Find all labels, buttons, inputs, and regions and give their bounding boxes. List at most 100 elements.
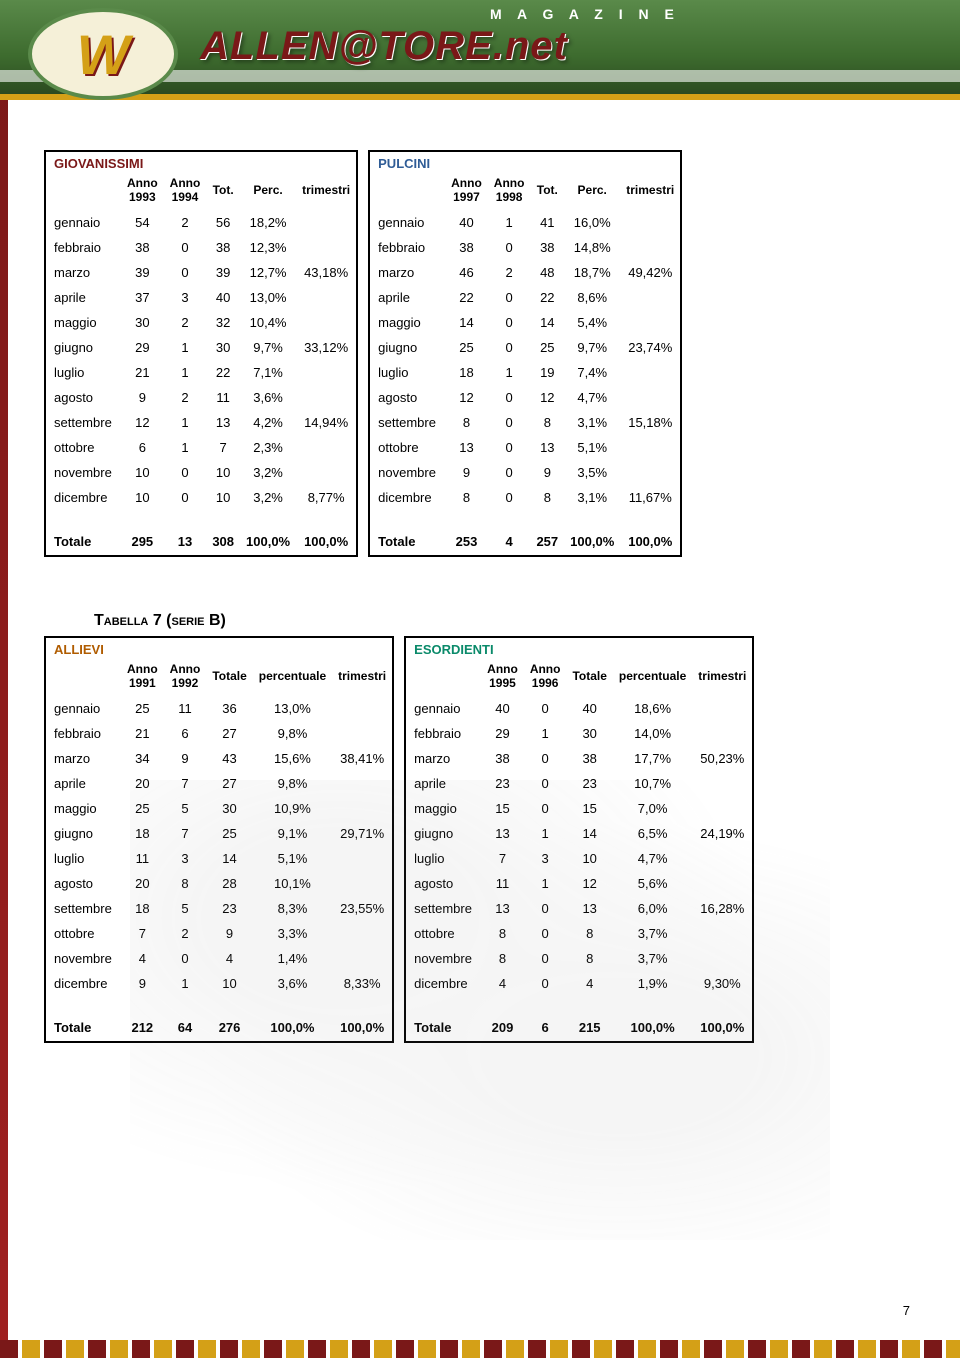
- value-cell: 10: [121, 485, 164, 510]
- total-row: Totale2534257100,0%100,0%: [369, 528, 681, 556]
- month-cell: maggio: [369, 310, 445, 335]
- value-cell: 0: [488, 410, 531, 435]
- table-row: febbraio2913014,0%: [405, 721, 753, 746]
- value-cell: 6: [121, 435, 164, 460]
- value-cell: 4: [121, 946, 164, 971]
- value-cell: 8: [566, 946, 612, 971]
- table-title: ESORDIENTI: [405, 637, 753, 657]
- month-cell: ottobre: [405, 921, 481, 946]
- value-cell: 54: [121, 210, 164, 235]
- total-value: 209: [481, 1014, 524, 1042]
- value-cell: [692, 946, 753, 971]
- value-cell: 15,6%: [253, 746, 332, 771]
- table-row: marzo3803817,7%50,23%: [405, 746, 753, 771]
- month-cell: settembre: [45, 410, 121, 435]
- value-cell: 39: [121, 260, 164, 285]
- value-cell: [692, 846, 753, 871]
- table-row: dicembre8083,1%11,67%: [369, 485, 681, 510]
- value-cell: 5,1%: [564, 435, 620, 460]
- value-cell: 4: [566, 971, 612, 996]
- value-cell: 0: [524, 696, 567, 721]
- table-row: luglio73104,7%: [405, 846, 753, 871]
- value-cell: 1: [488, 360, 531, 385]
- table-row: dicembre4041,9%9,30%: [405, 971, 753, 996]
- month-cell: gennaio: [45, 210, 121, 235]
- total-value: 100,0%: [620, 528, 681, 556]
- total-row: Totale2096215100,0%100,0%: [405, 1014, 753, 1042]
- month-cell: febbraio: [45, 721, 121, 746]
- value-cell: 40: [206, 285, 240, 310]
- month-cell: giugno: [45, 335, 121, 360]
- table-row: aprile207279,8%: [45, 771, 393, 796]
- value-cell: 10: [206, 971, 252, 996]
- value-cell: 13: [566, 896, 612, 921]
- table-row: gennaio4004018,6%: [405, 696, 753, 721]
- value-cell: [692, 721, 753, 746]
- value-cell: 8,3%: [253, 896, 332, 921]
- value-cell: 1,4%: [253, 946, 332, 971]
- value-cell: 0: [488, 335, 531, 360]
- month-cell: agosto: [45, 385, 121, 410]
- value-cell: 0: [524, 746, 567, 771]
- value-cell: 7: [481, 846, 524, 871]
- month-cell: novembre: [369, 460, 445, 485]
- value-cell: 8: [481, 946, 524, 971]
- value-cell: [620, 385, 681, 410]
- month-cell: novembre: [45, 460, 121, 485]
- table-pair-2: ALLIEVIAnno1991Anno1992Totalepercentuale…: [44, 636, 916, 1043]
- value-cell: 29,71%: [332, 821, 393, 846]
- value-cell: 1: [164, 335, 207, 360]
- value-cell: 2: [164, 385, 207, 410]
- month-cell: febbraio: [405, 721, 481, 746]
- table-row: novembre8083,7%: [405, 946, 753, 971]
- value-cell: 13: [206, 410, 240, 435]
- month-cell: agosto: [45, 871, 121, 896]
- month-cell: ottobre: [369, 435, 445, 460]
- total-value: 257: [530, 528, 564, 556]
- value-cell: [296, 360, 357, 385]
- value-cell: 40: [445, 210, 488, 235]
- month-cell: luglio: [45, 846, 121, 871]
- table-title: PULCINI: [369, 151, 681, 171]
- value-cell: 1: [164, 360, 207, 385]
- value-cell: 2: [488, 260, 531, 285]
- value-cell: 38: [566, 746, 612, 771]
- total-value: 100,0%: [296, 528, 357, 556]
- value-cell: 10,4%: [240, 310, 296, 335]
- table-row: settembre130136,0%16,28%: [405, 896, 753, 921]
- value-cell: 1: [524, 871, 567, 896]
- value-cell: 22: [445, 285, 488, 310]
- value-cell: 14,94%: [296, 410, 357, 435]
- value-cell: 38: [206, 235, 240, 260]
- value-cell: 5,4%: [564, 310, 620, 335]
- value-cell: 0: [524, 921, 567, 946]
- month-cell: dicembre: [405, 971, 481, 996]
- table-row: settembre8083,1%15,18%: [369, 410, 681, 435]
- column-header: Perc.: [564, 171, 620, 210]
- value-cell: 1: [164, 971, 207, 996]
- table-row: aprile3734013,0%: [45, 285, 357, 310]
- table-row: giugno187259,1%29,71%: [45, 821, 393, 846]
- table-row: settembre121134,2%14,94%: [45, 410, 357, 435]
- value-cell: 33,12%: [296, 335, 357, 360]
- value-cell: 7: [121, 921, 164, 946]
- value-cell: [620, 210, 681, 235]
- column-header: Anno1996: [524, 657, 567, 696]
- value-cell: [296, 310, 357, 335]
- value-cell: 8: [164, 871, 207, 896]
- table-row: giugno291309,7%33,12%: [45, 335, 357, 360]
- value-cell: [620, 460, 681, 485]
- value-cell: 3,2%: [240, 485, 296, 510]
- value-cell: 0: [488, 310, 531, 335]
- value-cell: [332, 921, 393, 946]
- column-header: Anno1997: [445, 171, 488, 210]
- table-row: aprile2302310,7%: [405, 771, 753, 796]
- table-row: novembre9093,5%: [369, 460, 681, 485]
- value-cell: 7,0%: [613, 796, 692, 821]
- month-cell: settembre: [405, 896, 481, 921]
- value-cell: 0: [524, 771, 567, 796]
- month-cell: agosto: [405, 871, 481, 896]
- table-pulcini: PULCINIAnno1997Anno1998Tot.Perc.trimestr…: [368, 150, 682, 557]
- column-header: [405, 657, 481, 696]
- column-header: Totale: [206, 657, 252, 696]
